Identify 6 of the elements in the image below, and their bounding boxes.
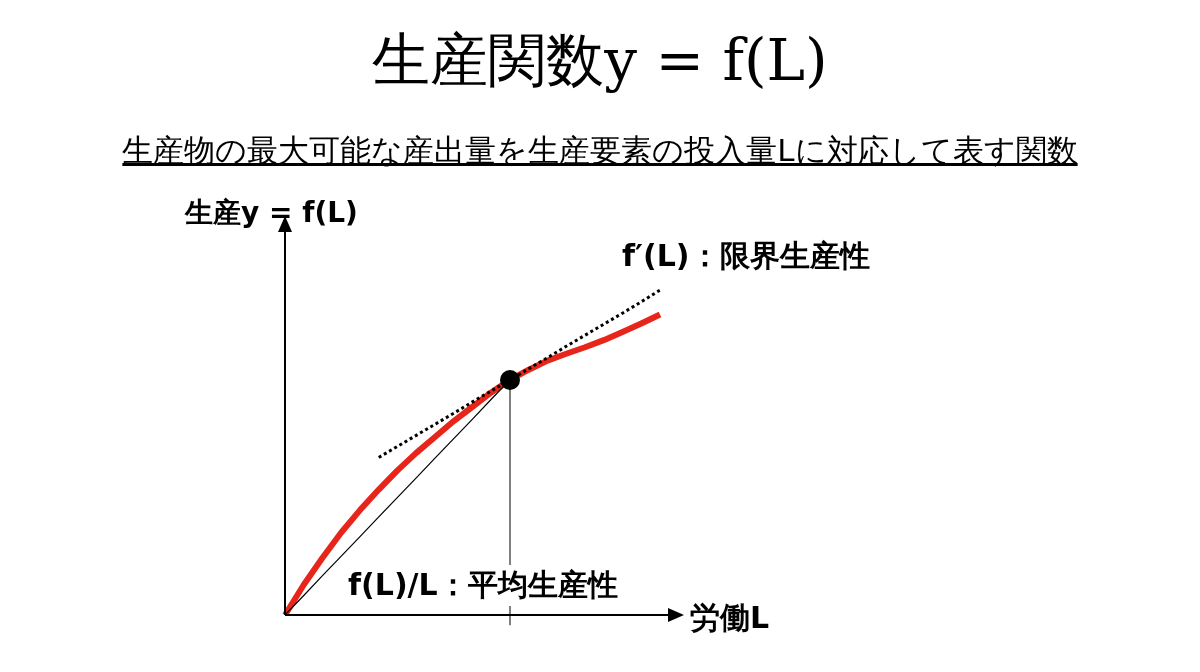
- y-axis-title: 生産y = f(L): [185, 195, 358, 231]
- chart-title: 生産関数y = f(L): [371, 25, 829, 96]
- annotation: f(L)/L：平均生産性: [346, 565, 620, 606]
- chart-subtitle: 生産物の最大可能な産出量を生産要素の投入量Lに対応して表す関数: [121, 131, 1079, 170]
- x-axis-title: 労働L: [690, 599, 770, 637]
- text: f′(L)：限界生産性: [621, 237, 871, 275]
